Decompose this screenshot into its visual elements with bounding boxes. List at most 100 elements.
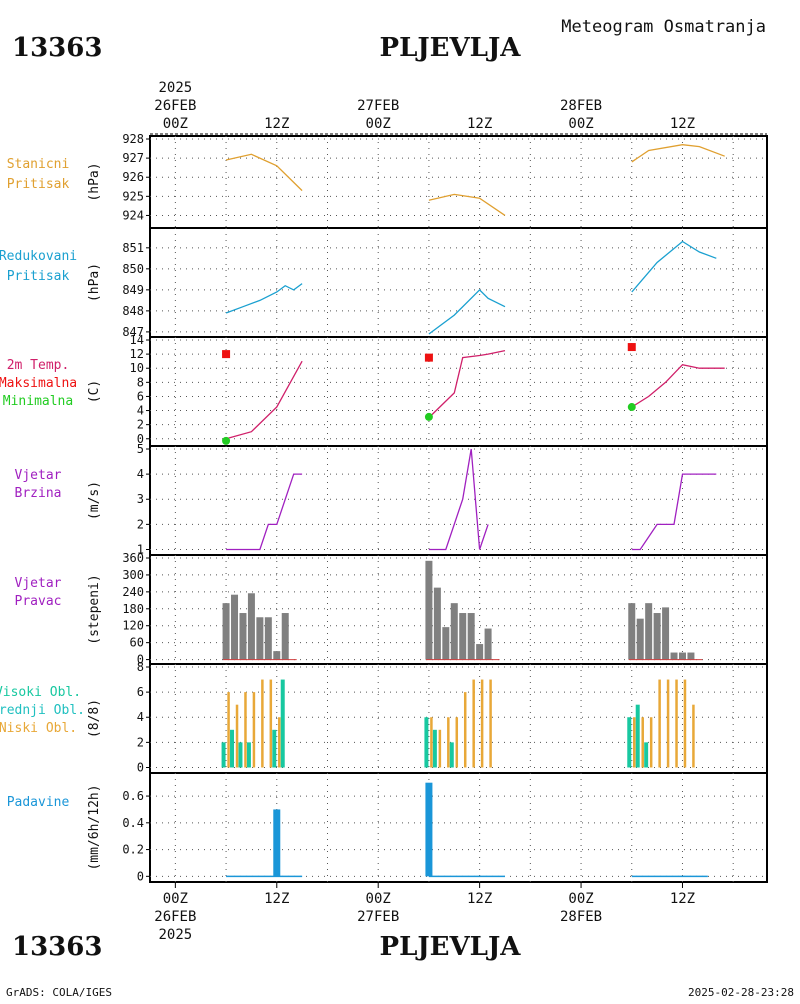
y-tick-label: 925	[122, 189, 144, 203]
y-tick-label: 0	[137, 760, 144, 774]
wind-direction-bar	[662, 607, 670, 660]
series-line	[428, 349, 506, 419]
top-time-tick: 00Z	[568, 116, 593, 132]
panel-label-line: Vjetar	[15, 468, 62, 483]
panel-label-line: Maksimalna	[0, 376, 77, 391]
bottom-time-tick: 00Z	[163, 891, 188, 907]
panel-label-line: Pravac	[15, 594, 62, 609]
chart-title: Meteogram Osmatranja	[561, 17, 766, 37]
y-tick-label: 8	[137, 375, 144, 389]
station-name: PLJEVLJA	[380, 33, 522, 63]
panel-label-line: Srednji Obl.	[0, 703, 85, 718]
wind-direction-bar	[222, 603, 230, 660]
cloud-bar	[235, 704, 239, 768]
max-temp-marker	[627, 343, 636, 352]
y-tick-label: 8	[137, 660, 144, 674]
cloud-bar	[472, 679, 475, 768]
panel-frame	[149, 772, 768, 883]
y-tick-label: 0.2	[122, 843, 144, 857]
station-id: 13363	[12, 33, 102, 63]
wind-direction-bar	[450, 603, 458, 660]
wind-direction-bar	[256, 617, 264, 660]
cloud-bar	[449, 742, 454, 768]
panel-frame	[149, 135, 768, 229]
top-day-label: 26FEB	[154, 98, 196, 114]
cloud-bar	[675, 679, 678, 768]
wind-direction-bar	[425, 560, 433, 660]
series-line	[631, 363, 725, 408]
panel-frame	[149, 445, 768, 556]
bottom-time-tick: 12Z	[467, 891, 492, 907]
wind-direction-bar	[467, 613, 475, 660]
wind-direction-bar	[281, 613, 289, 660]
y-tick-label: 851	[122, 241, 144, 255]
panels-layer: 924925926927928(hPa)StanicniPritisak8478…	[0, 132, 768, 883]
top-day-label: 28FEB	[560, 98, 602, 114]
min-temp-marker	[222, 436, 231, 445]
cloud-bar	[649, 717, 653, 768]
panel-station_pressure: 924 925 926 927 928 (hPa) Stanicni Pritisak	[7, 132, 768, 229]
panel-label-line: Brzina	[15, 486, 62, 501]
cloud-bar	[644, 742, 649, 768]
wind-direction-bar	[247, 593, 255, 660]
y-axis-unit: (mm/6h/12h)	[87, 784, 102, 870]
cloud-bar	[272, 729, 277, 768]
series-line	[225, 153, 303, 192]
footer-station-id: 13363	[12, 932, 102, 962]
footer-credit: GrADS: COLA/IGES	[6, 986, 112, 999]
cloud-bar	[627, 717, 632, 768]
y-tick-label: 4	[137, 710, 144, 724]
y-tick-label: 6	[137, 685, 144, 699]
panel-label-line: Niski Obl.	[0, 721, 77, 736]
series-line	[226, 473, 303, 551]
wind-direction-bar	[484, 628, 492, 660]
top-time-tick: 00Z	[366, 116, 391, 132]
panel-wind_speed: 1 2 3 4 5 (m/s) Vjetar Brzina	[15, 442, 768, 556]
y-tick-label: 850	[122, 262, 144, 276]
cloud-bar	[455, 717, 459, 768]
series-line	[428, 288, 506, 335]
y-tick-label: 120	[122, 619, 144, 633]
wind-direction-bar	[628, 603, 636, 660]
y-axis-unit: (C)	[87, 380, 102, 403]
y-tick-label: 12	[130, 347, 144, 361]
cloud-bar	[432, 729, 437, 768]
cloud-bar	[238, 742, 243, 768]
max-temp-marker	[424, 353, 433, 362]
series-line	[631, 240, 717, 293]
cloud-bar	[269, 679, 273, 768]
cloud-bar	[447, 717, 450, 768]
bottom-time-tick: 00Z	[568, 891, 593, 907]
cloud-bar	[424, 717, 429, 768]
series-line	[631, 473, 717, 551]
panel-frame	[149, 663, 768, 774]
y-tick-label: 4	[137, 404, 144, 418]
panel-label-line: Redukovani	[0, 249, 77, 264]
y-tick-label: 1	[137, 542, 144, 556]
y-tick-label: 240	[122, 585, 144, 599]
panel-label-line: Visoki Obl.	[0, 685, 81, 700]
cloud-bar	[261, 679, 264, 768]
bottom-day-label: 26FEB	[154, 909, 196, 925]
panel-label-line: Pritisak	[7, 177, 70, 192]
wind-direction-bar	[239, 613, 247, 660]
y-tick-label: 10	[130, 361, 144, 375]
y-tick-label: 848	[122, 304, 144, 318]
y-tick-label: 5	[137, 442, 144, 456]
y-axis-unit: (hPa)	[87, 263, 102, 302]
cloud-bar	[244, 692, 247, 768]
panel-frame	[149, 336, 768, 447]
y-tick-label: 2	[137, 517, 144, 531]
top-time-tick: 12Z	[670, 116, 695, 132]
y-tick-label: 4	[137, 467, 144, 481]
top-time-tick: 12Z	[264, 116, 289, 132]
cloud-bar	[635, 704, 640, 768]
y-tick-label: 0	[137, 653, 144, 667]
wind-direction-bar	[264, 617, 272, 660]
max-temp-marker	[222, 350, 231, 359]
top-day-label: 27FEB	[357, 98, 399, 114]
cloud-bar	[641, 717, 644, 768]
cloud-bar	[227, 692, 230, 768]
y-tick-label: 60	[130, 636, 144, 650]
bottom-time-tick: 00Z	[366, 891, 391, 907]
